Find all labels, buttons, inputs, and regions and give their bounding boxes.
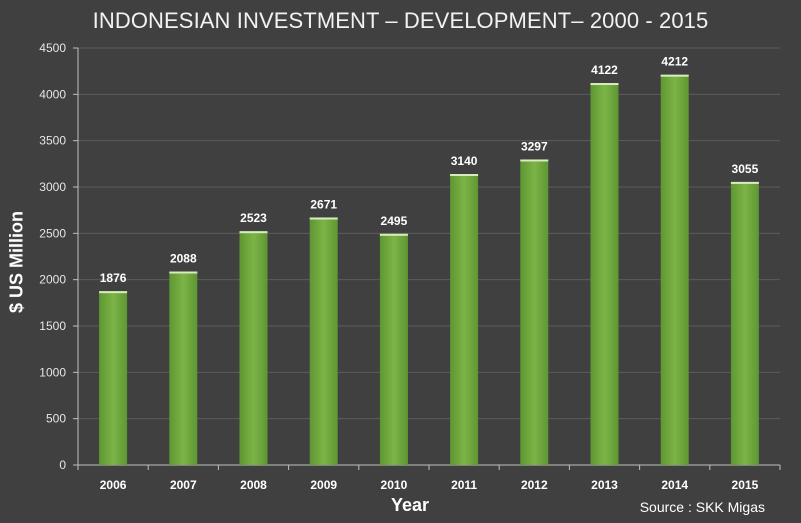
x-tick-label: 2010 <box>381 478 408 492</box>
bar <box>379 233 408 465</box>
bar <box>169 271 198 465</box>
bar-top-highlight <box>590 83 619 86</box>
bar-top-highlight <box>730 181 759 184</box>
data-label: 3297 <box>521 139 548 153</box>
data-label: 2671 <box>310 197 337 211</box>
bar-top-highlight <box>660 74 689 77</box>
y-tick-label: 2500 <box>39 226 66 240</box>
x-tick-label: 2011 <box>451 478 477 492</box>
bar-top-highlight <box>379 233 408 236</box>
chart-title: INDONESIAN INVESTMENT – DEVELOPMENT– 200… <box>92 8 709 33</box>
y-axis-label-text: $ US Million <box>6 210 27 314</box>
data-labels: 1876 2088 2523 2671 2495 3140 3297 4122 4212 3055 <box>100 55 759 285</box>
bar <box>590 83 619 465</box>
x-tick-label: 2007 <box>170 478 197 492</box>
bar-top-highlight <box>99 291 128 294</box>
bars <box>99 74 759 466</box>
y-tick-label: 2000 <box>39 273 66 287</box>
bar-top-highlight <box>520 159 549 162</box>
y-tick-label: 500 <box>46 412 66 426</box>
x-tick-label: 2012 <box>521 478 548 492</box>
axes: 0 500 1000 1500 2000 2500 3000 3500 4000 4500 2006… <box>39 41 781 492</box>
y-tick-label: 4000 <box>39 87 66 101</box>
data-label: 4122 <box>591 63 618 77</box>
y-tick-label: 4500 <box>39 41 66 55</box>
data-label: 2495 <box>381 214 408 228</box>
bar <box>730 181 759 466</box>
bar-top-highlight <box>450 174 479 177</box>
x-tick-label: 2015 <box>732 478 759 492</box>
bar <box>309 217 338 465</box>
x-tick-label: 2013 <box>591 478 618 492</box>
y-tick-label: 1000 <box>39 365 66 379</box>
data-label: 2523 <box>240 211 267 225</box>
y-tick-label: 3500 <box>39 134 66 148</box>
bar <box>239 231 268 465</box>
bar <box>660 74 689 466</box>
bar-top-highlight <box>239 231 268 234</box>
y-tick-label: 3000 <box>39 180 66 194</box>
x-tick-label: 2014 <box>661 478 688 492</box>
y-tick-label: 1500 <box>39 319 66 333</box>
data-label: 3140 <box>451 154 478 168</box>
data-label: 4212 <box>661 55 688 69</box>
x-axis-label: Year <box>390 495 430 515</box>
data-label: 1876 <box>100 271 127 285</box>
y-tick-label: 0 <box>59 458 66 472</box>
bar <box>520 159 549 465</box>
bar-top-highlight <box>309 217 338 220</box>
x-tick-label: 2009 <box>310 478 337 492</box>
data-label: 2088 <box>170 252 197 266</box>
x-tick-label: 2006 <box>100 478 127 492</box>
data-label: 3055 <box>732 162 759 176</box>
bar <box>450 174 479 465</box>
x-tick-label: 2008 <box>240 478 267 492</box>
source-note: Source : SKK Migas <box>639 499 765 515</box>
bar-top-highlight <box>169 271 198 274</box>
bar <box>99 291 128 465</box>
